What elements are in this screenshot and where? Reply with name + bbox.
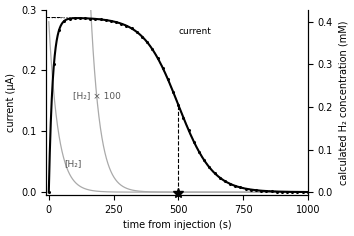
- Text: current: current: [178, 27, 211, 36]
- Y-axis label: current (μA): current (μA): [6, 73, 16, 132]
- Text: [H₂] × 100: [H₂] × 100: [73, 91, 121, 100]
- X-axis label: time from injection (s): time from injection (s): [123, 220, 231, 230]
- Text: [H₂]: [H₂]: [64, 160, 82, 169]
- Y-axis label: calculated H₂ concentration (mM): calculated H₂ concentration (mM): [338, 20, 348, 185]
